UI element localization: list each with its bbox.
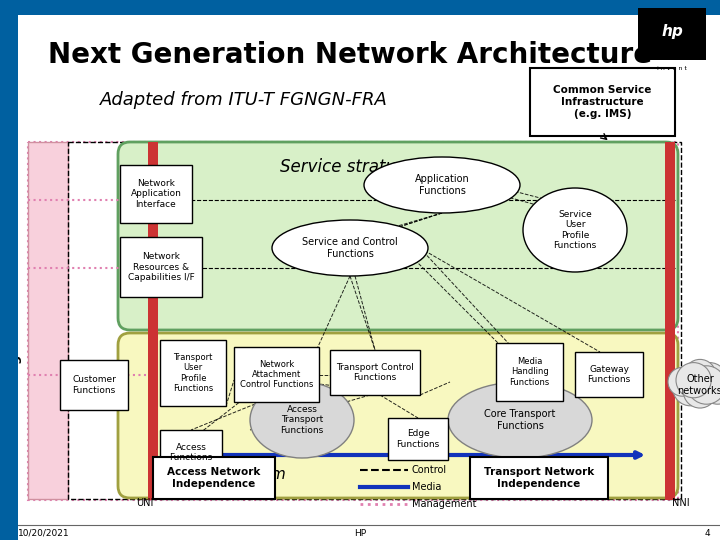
- Text: Application
Functions: Application Functions: [415, 174, 469, 196]
- Text: Core Transport
Functions: Core Transport Functions: [485, 409, 556, 431]
- Ellipse shape: [272, 220, 428, 276]
- Circle shape: [701, 372, 720, 404]
- Circle shape: [683, 375, 716, 408]
- Text: Control: Control: [412, 465, 447, 475]
- Text: Management: Management: [412, 499, 477, 509]
- Text: Common Service
Infrastructure
(e.g. IMS): Common Service Infrastructure (e.g. IMS): [553, 85, 652, 119]
- Text: Service stratum: Service stratum: [280, 158, 413, 176]
- Bar: [638, 8, 706, 60]
- Text: Network
Attachment
Control Functions: Network Attachment Control Functions: [240, 360, 313, 389]
- Ellipse shape: [523, 188, 627, 272]
- Bar: [665, 142, 675, 500]
- FancyBboxPatch shape: [118, 333, 678, 498]
- Text: Network
Application
Interface: Network Application Interface: [130, 179, 181, 209]
- Text: Transport stratum: Transport stratum: [148, 467, 286, 482]
- Text: hp: hp: [661, 24, 683, 39]
- Circle shape: [668, 367, 697, 396]
- Text: 4: 4: [704, 529, 710, 537]
- Bar: [60, 360, 128, 410]
- Text: Transport
User
Profile
Functions: Transport User Profile Functions: [173, 353, 213, 393]
- Bar: [496, 343, 563, 401]
- Text: Network
Resources &
Capabilities I/F: Network Resources & Capabilities I/F: [127, 252, 194, 282]
- Bar: [530, 68, 675, 136]
- Circle shape: [684, 360, 716, 392]
- Text: Customer
Functions: Customer Functions: [72, 375, 116, 395]
- Text: i n v e n t: i n v e n t: [657, 66, 687, 71]
- Bar: [120, 165, 192, 223]
- Circle shape: [687, 366, 720, 404]
- Text: Media: Media: [412, 482, 441, 492]
- Text: Transport Network
Independence: Transport Network Independence: [484, 467, 594, 489]
- Ellipse shape: [364, 157, 520, 213]
- Bar: [28, 142, 678, 500]
- Text: 10/20/2021: 10/20/2021: [18, 529, 70, 537]
- Text: Edge
Functions: Edge Functions: [397, 429, 440, 449]
- Ellipse shape: [448, 382, 592, 458]
- Text: Next Generation Network Architecture: Next Generation Network Architecture: [48, 41, 652, 69]
- Text: HP: HP: [354, 529, 366, 537]
- Bar: [160, 430, 222, 475]
- Text: Transport Control
Functions: Transport Control Functions: [336, 363, 414, 382]
- Text: Gateway
Functions: Gateway Functions: [588, 365, 631, 384]
- Text: Management Functions: Management Functions: [9, 238, 22, 402]
- Circle shape: [672, 370, 708, 406]
- Circle shape: [676, 362, 711, 398]
- Bar: [120, 237, 202, 297]
- Bar: [330, 350, 420, 395]
- Text: Service
User
Profile
Functions: Service User Profile Functions: [554, 210, 597, 250]
- Text: Access
Functions: Access Functions: [169, 443, 212, 462]
- Text: Media
Handling
Functions: Media Handling Functions: [509, 357, 549, 387]
- Text: Access
Transport
Functions: Access Transport Functions: [280, 405, 323, 435]
- Bar: [28, 142, 68, 499]
- Bar: [388, 418, 448, 460]
- Circle shape: [692, 362, 720, 398]
- Text: UNI: UNI: [136, 498, 153, 508]
- Bar: [0, 0, 18, 540]
- Ellipse shape: [250, 382, 354, 458]
- Bar: [160, 340, 226, 406]
- Text: NNI: NNI: [672, 498, 690, 508]
- Bar: [68, 142, 681, 499]
- Bar: [153, 457, 275, 499]
- Bar: [234, 347, 319, 402]
- FancyBboxPatch shape: [118, 142, 678, 330]
- Bar: [575, 352, 643, 397]
- Text: Service and Control
Functions: Service and Control Functions: [302, 237, 398, 259]
- Text: Other
networks: Other networks: [678, 374, 720, 396]
- Bar: [0, 0, 720, 15]
- Bar: [470, 457, 608, 499]
- Text: Access Network
Independence: Access Network Independence: [167, 467, 261, 489]
- Text: Adapted from ITU-T FGNGN-FRA: Adapted from ITU-T FGNGN-FRA: [100, 91, 388, 109]
- Bar: [148, 142, 158, 500]
